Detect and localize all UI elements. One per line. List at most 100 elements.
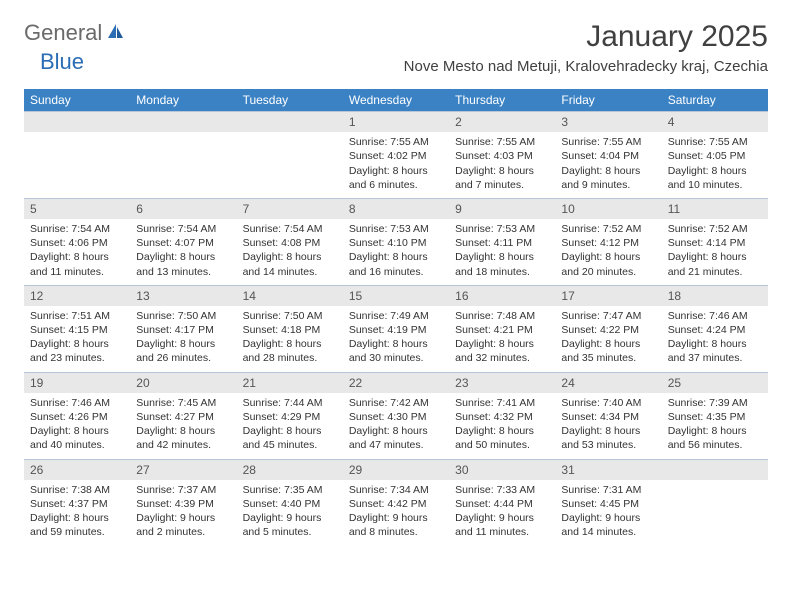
sunset-text: Sunset: 4:06 PM: [30, 236, 124, 250]
daylight-text: Daylight: 9 hours and 14 minutes.: [561, 511, 655, 539]
sunrise-text: Sunrise: 7:54 AM: [243, 222, 337, 236]
day-number: 5: [24, 198, 130, 219]
weekday-header: Wednesday: [343, 89, 449, 111]
title-block: January 2025 Nove Mesto nad Metuji, Kral…: [404, 20, 768, 75]
weekday-header: Friday: [555, 89, 661, 111]
sunrise-text: Sunrise: 7:55 AM: [349, 135, 443, 149]
day-body: Sunrise: 7:53 AMSunset: 4:11 PMDaylight:…: [449, 219, 555, 285]
weekday-header: Thursday: [449, 89, 555, 111]
day-cell: 8Sunrise: 7:53 AMSunset: 4:10 PMDaylight…: [343, 198, 449, 285]
day-cell: 12Sunrise: 7:51 AMSunset: 4:15 PMDayligh…: [24, 285, 130, 372]
daylight-text: Daylight: 8 hours and 45 minutes.: [243, 424, 337, 452]
day-cell: 18Sunrise: 7:46 AMSunset: 4:24 PMDayligh…: [662, 285, 768, 372]
day-cell: 9Sunrise: 7:53 AMSunset: 4:11 PMDaylight…: [449, 198, 555, 285]
sunrise-text: Sunrise: 7:53 AM: [455, 222, 549, 236]
day-body: Sunrise: 7:38 AMSunset: 4:37 PMDaylight:…: [24, 480, 130, 546]
sunset-text: Sunset: 4:18 PM: [243, 323, 337, 337]
day-number: 23: [449, 372, 555, 393]
day-number: 28: [237, 459, 343, 480]
sunset-text: Sunset: 4:35 PM: [668, 410, 762, 424]
day-number: 26: [24, 459, 130, 480]
day-cell: 16Sunrise: 7:48 AMSunset: 4:21 PMDayligh…: [449, 285, 555, 372]
day-body: Sunrise: 7:51 AMSunset: 4:15 PMDaylight:…: [24, 306, 130, 372]
sunrise-text: Sunrise: 7:37 AM: [136, 483, 230, 497]
day-number: 19: [24, 372, 130, 393]
day-body: Sunrise: 7:54 AMSunset: 4:06 PMDaylight:…: [24, 219, 130, 285]
day-number: 31: [555, 459, 661, 480]
daylight-text: Daylight: 8 hours and 7 minutes.: [455, 164, 549, 192]
sunset-text: Sunset: 4:44 PM: [455, 497, 549, 511]
sunrise-text: Sunrise: 7:40 AM: [561, 396, 655, 410]
sunrise-text: Sunrise: 7:46 AM: [668, 309, 762, 323]
sunset-text: Sunset: 4:08 PM: [243, 236, 337, 250]
day-cell: 28Sunrise: 7:35 AMSunset: 4:40 PMDayligh…: [237, 459, 343, 546]
sunset-text: Sunset: 4:30 PM: [349, 410, 443, 424]
daylight-text: Daylight: 8 hours and 6 minutes.: [349, 164, 443, 192]
daylight-text: Daylight: 9 hours and 5 minutes.: [243, 511, 337, 539]
day-number: [24, 111, 130, 132]
sunset-text: Sunset: 4:12 PM: [561, 236, 655, 250]
daylight-text: Daylight: 8 hours and 10 minutes.: [668, 164, 762, 192]
daylight-text: Daylight: 8 hours and 37 minutes.: [668, 337, 762, 365]
day-number: 13: [130, 285, 236, 306]
day-number: 22: [343, 372, 449, 393]
sunrise-text: Sunrise: 7:55 AM: [561, 135, 655, 149]
logo-text-general: General: [24, 20, 102, 46]
day-cell: [24, 111, 130, 198]
daylight-text: Daylight: 9 hours and 11 minutes.: [455, 511, 549, 539]
daylight-text: Daylight: 8 hours and 35 minutes.: [561, 337, 655, 365]
day-body: Sunrise: 7:54 AMSunset: 4:07 PMDaylight:…: [130, 219, 236, 285]
day-number: 24: [555, 372, 661, 393]
day-cell: 6Sunrise: 7:54 AMSunset: 4:07 PMDaylight…: [130, 198, 236, 285]
day-number: [662, 459, 768, 480]
day-body: Sunrise: 7:50 AMSunset: 4:18 PMDaylight:…: [237, 306, 343, 372]
sunset-text: Sunset: 4:34 PM: [561, 410, 655, 424]
daylight-text: Daylight: 8 hours and 23 minutes.: [30, 337, 124, 365]
daylight-text: Daylight: 8 hours and 16 minutes.: [349, 250, 443, 278]
logo-text-blue: Blue: [40, 49, 84, 75]
weekday-header: Saturday: [662, 89, 768, 111]
sunset-text: Sunset: 4:26 PM: [30, 410, 124, 424]
day-number: 6: [130, 198, 236, 219]
day-cell: 5Sunrise: 7:54 AMSunset: 4:06 PMDaylight…: [24, 198, 130, 285]
daylight-text: Daylight: 8 hours and 59 minutes.: [30, 511, 124, 539]
daylight-text: Daylight: 8 hours and 53 minutes.: [561, 424, 655, 452]
day-cell: 3Sunrise: 7:55 AMSunset: 4:04 PMDaylight…: [555, 111, 661, 198]
sunset-text: Sunset: 4:29 PM: [243, 410, 337, 424]
calendar-grid: SundayMondayTuesdayWednesdayThursdayFrid…: [24, 89, 768, 545]
day-cell: [130, 111, 236, 198]
sunset-text: Sunset: 4:37 PM: [30, 497, 124, 511]
weekday-header: Tuesday: [237, 89, 343, 111]
day-cell: 31Sunrise: 7:31 AMSunset: 4:45 PMDayligh…: [555, 459, 661, 546]
sunset-text: Sunset: 4:42 PM: [349, 497, 443, 511]
daylight-text: Daylight: 8 hours and 9 minutes.: [561, 164, 655, 192]
day-body: [237, 132, 343, 141]
sunrise-text: Sunrise: 7:44 AM: [243, 396, 337, 410]
day-cell: [237, 111, 343, 198]
sunrise-text: Sunrise: 7:52 AM: [668, 222, 762, 236]
day-number: 17: [555, 285, 661, 306]
sunrise-text: Sunrise: 7:38 AM: [30, 483, 124, 497]
sunrise-text: Sunrise: 7:34 AM: [349, 483, 443, 497]
daylight-text: Daylight: 8 hours and 30 minutes.: [349, 337, 443, 365]
daylight-text: Daylight: 9 hours and 8 minutes.: [349, 511, 443, 539]
day-cell: 24Sunrise: 7:40 AMSunset: 4:34 PMDayligh…: [555, 372, 661, 459]
day-body: Sunrise: 7:42 AMSunset: 4:30 PMDaylight:…: [343, 393, 449, 459]
sunset-text: Sunset: 4:19 PM: [349, 323, 443, 337]
day-cell: 23Sunrise: 7:41 AMSunset: 4:32 PMDayligh…: [449, 372, 555, 459]
sunset-text: Sunset: 4:11 PM: [455, 236, 549, 250]
sunrise-text: Sunrise: 7:53 AM: [349, 222, 443, 236]
sunrise-text: Sunrise: 7:42 AM: [349, 396, 443, 410]
daylight-text: Daylight: 8 hours and 42 minutes.: [136, 424, 230, 452]
day-body: Sunrise: 7:39 AMSunset: 4:35 PMDaylight:…: [662, 393, 768, 459]
sunset-text: Sunset: 4:45 PM: [561, 497, 655, 511]
daylight-text: Daylight: 8 hours and 11 minutes.: [30, 250, 124, 278]
day-body: Sunrise: 7:40 AMSunset: 4:34 PMDaylight:…: [555, 393, 661, 459]
day-body: [24, 132, 130, 141]
day-number: 29: [343, 459, 449, 480]
day-cell: 25Sunrise: 7:39 AMSunset: 4:35 PMDayligh…: [662, 372, 768, 459]
sunset-text: Sunset: 4:15 PM: [30, 323, 124, 337]
sunrise-text: Sunrise: 7:46 AM: [30, 396, 124, 410]
day-cell: 15Sunrise: 7:49 AMSunset: 4:19 PMDayligh…: [343, 285, 449, 372]
day-cell: 21Sunrise: 7:44 AMSunset: 4:29 PMDayligh…: [237, 372, 343, 459]
